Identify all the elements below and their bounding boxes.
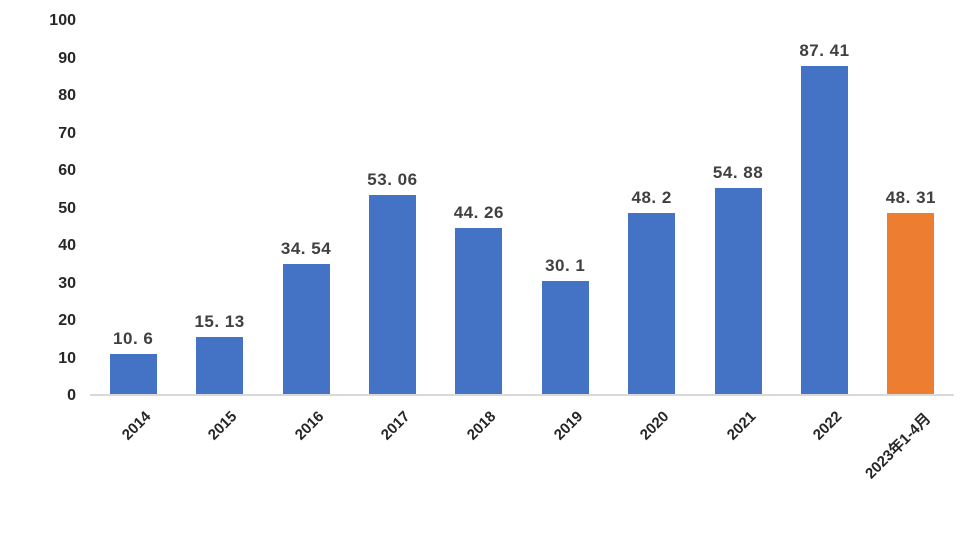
bar-2016 — [282, 264, 330, 394]
y-axis: 0 10 20 30 40 50 60 70 80 90 100 — [0, 0, 76, 541]
y-tick-label: 80 — [58, 87, 76, 104]
bar-2023年1-4月 — [887, 212, 935, 394]
x-axis: 2014 2015 2016 2017 2018 2019 2020 2021 2022 2023… — [90, 398, 954, 541]
bar-column-2023年1-4月: 48. 31 — [868, 21, 954, 394]
bar-value-label: 48. 31 — [885, 187, 936, 207]
bar-2020 — [628, 213, 676, 394]
y-tick-label: 100 — [49, 12, 76, 29]
bar-2019 — [541, 281, 589, 394]
bar-value-label: 34. 54 — [280, 239, 332, 259]
bar-2018 — [455, 228, 503, 394]
bar-2021 — [714, 188, 762, 394]
y-tick-label: 90 — [58, 49, 76, 67]
bar-value-label: 44. 26 — [453, 203, 504, 223]
bar-value-label: 30. 1 — [545, 256, 586, 276]
x-tick-label-2022: 2022 — [809, 408, 846, 444]
x-tick-label-2017: 2017 — [377, 408, 414, 444]
bar-2017 — [368, 195, 416, 394]
y-tick-label: 30 — [58, 274, 76, 292]
y-tick-label: 50 — [58, 199, 76, 217]
bar-value-label: 15. 13 — [194, 312, 245, 332]
x-tick-label-2021: 2021 — [723, 408, 760, 444]
bar-column-2014: 10. 6 — [90, 21, 176, 394]
bar-column-2016: 34. 54 — [263, 21, 349, 394]
y-tick-label: 10 — [58, 349, 76, 367]
x-tick-label-2019: 2019 — [550, 408, 587, 444]
y-tick-label: 0 — [67, 387, 76, 404]
plot-area: 10. 6 15. 13 34. 54 53. 06 44. 26 30. 1 48. 2 5… — [90, 21, 954, 396]
x-tick-label-2016: 2016 — [291, 408, 328, 444]
y-tick-label: 60 — [58, 162, 76, 179]
bar-2015 — [196, 337, 244, 394]
bar-value-label: 48. 2 — [631, 188, 672, 208]
y-tick-label: 20 — [58, 312, 76, 329]
bar-2014 — [109, 354, 157, 394]
bar-value-label: 10. 6 — [113, 329, 154, 349]
x-tick-label-2018: 2018 — [464, 408, 500, 444]
bar-column-2022: 87. 41 — [781, 21, 867, 394]
bar-value-label: 53. 06 — [367, 170, 418, 190]
bar-value-label: 87. 41 — [799, 41, 850, 61]
x-tick-label-2015: 2015 — [205, 408, 241, 444]
bar-column-2018: 44. 26 — [436, 21, 522, 394]
bar-column-2019: 30. 1 — [522, 21, 608, 394]
y-tick-label: 40 — [58, 237, 76, 254]
bar-column-2017: 53. 06 — [349, 21, 435, 394]
y-tick-label: 70 — [58, 124, 76, 142]
x-tick-label-2023年1-4月: 2023年1-4月 — [861, 410, 934, 483]
x-tick-label-2014: 2014 — [118, 408, 155, 444]
bar-column-2020: 48. 2 — [608, 21, 694, 394]
bar-column-2015: 15. 13 — [176, 21, 262, 394]
x-tick-label-2020: 2020 — [637, 408, 673, 444]
bar-2022 — [800, 66, 848, 394]
bar-value-label: 54. 88 — [712, 163, 764, 183]
bar-column-2021: 54. 88 — [695, 21, 781, 394]
